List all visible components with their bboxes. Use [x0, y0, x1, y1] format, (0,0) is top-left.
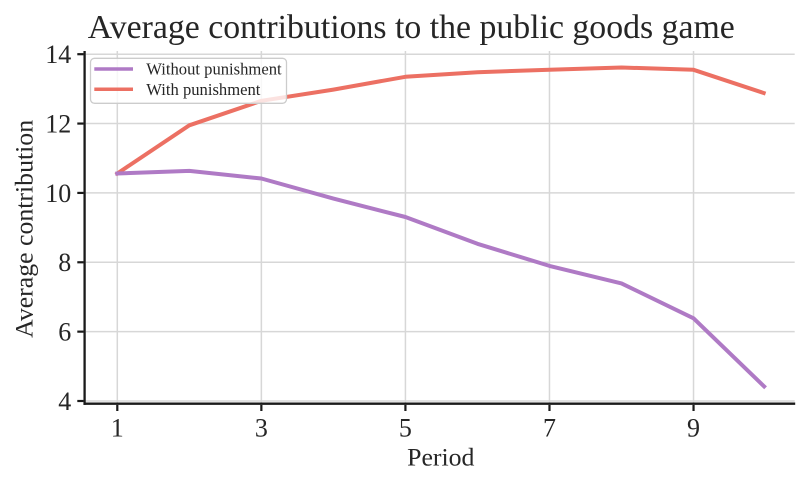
svg-text:9: 9: [687, 413, 700, 442]
svg-text:12: 12: [45, 110, 71, 139]
svg-text:Average contributions to the p: Average contributions to the public good…: [88, 9, 735, 46]
svg-text:4: 4: [58, 387, 71, 416]
svg-text:Without punishment: Without punishment: [146, 60, 282, 79]
svg-text:6: 6: [58, 318, 71, 347]
svg-text:10: 10: [45, 179, 71, 208]
svg-text:5: 5: [399, 413, 412, 442]
svg-text:Average contribution: Average contribution: [10, 120, 39, 338]
svg-text:8: 8: [58, 248, 71, 277]
svg-text:3: 3: [255, 413, 268, 442]
svg-text:14: 14: [45, 40, 71, 69]
svg-text:7: 7: [543, 413, 556, 442]
svg-text:1: 1: [111, 413, 124, 442]
svg-text:Period: Period: [407, 443, 474, 472]
svg-text:With punishment: With punishment: [146, 80, 260, 99]
